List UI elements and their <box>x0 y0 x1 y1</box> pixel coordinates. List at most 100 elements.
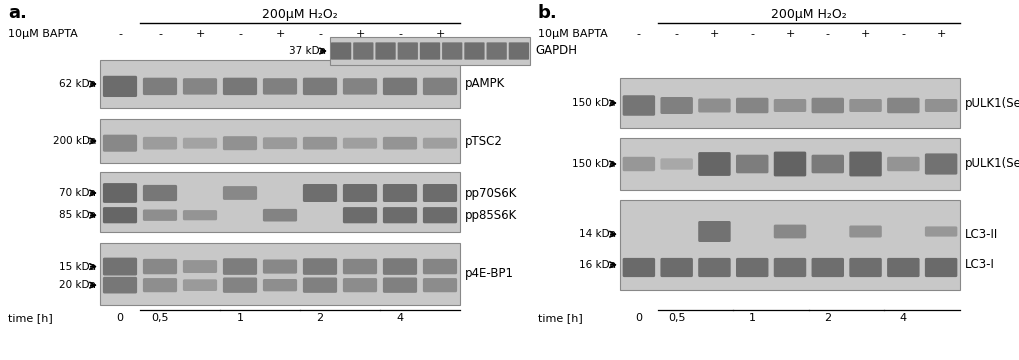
Text: -: - <box>318 29 322 39</box>
Text: 0: 0 <box>635 313 642 323</box>
FancyBboxPatch shape <box>423 184 457 202</box>
FancyBboxPatch shape <box>342 259 377 274</box>
Text: 0,5: 0,5 <box>151 313 168 323</box>
FancyBboxPatch shape <box>303 78 336 95</box>
FancyBboxPatch shape <box>263 137 297 149</box>
Bar <box>330 37 530 65</box>
FancyBboxPatch shape <box>622 95 654 116</box>
Text: 2: 2 <box>316 313 323 323</box>
FancyBboxPatch shape <box>698 258 730 277</box>
FancyBboxPatch shape <box>143 137 177 149</box>
Bar <box>620 138 959 190</box>
FancyBboxPatch shape <box>342 78 377 95</box>
FancyBboxPatch shape <box>103 277 137 293</box>
Text: b.: b. <box>537 4 557 22</box>
Text: +: + <box>355 29 365 39</box>
Text: GAPDH: GAPDH <box>535 45 577 58</box>
FancyBboxPatch shape <box>464 42 484 60</box>
Text: 200μM H₂O₂: 200μM H₂O₂ <box>262 8 337 21</box>
Text: a.: a. <box>8 4 26 22</box>
Text: -: - <box>636 29 640 39</box>
Text: 200μM H₂O₂: 200μM H₂O₂ <box>770 8 846 21</box>
Text: 85 kDa: 85 kDa <box>59 210 96 220</box>
Text: 4: 4 <box>396 313 404 323</box>
FancyBboxPatch shape <box>423 207 457 223</box>
FancyBboxPatch shape <box>622 157 654 171</box>
Text: time [h]: time [h] <box>537 313 582 323</box>
FancyBboxPatch shape <box>423 278 457 292</box>
Text: +: + <box>195 29 205 39</box>
Bar <box>100 172 460 232</box>
FancyBboxPatch shape <box>223 258 257 275</box>
FancyBboxPatch shape <box>353 42 373 60</box>
FancyBboxPatch shape <box>698 221 730 242</box>
Text: +: + <box>275 29 284 39</box>
FancyBboxPatch shape <box>924 99 957 112</box>
FancyBboxPatch shape <box>223 186 257 200</box>
FancyBboxPatch shape <box>103 207 137 223</box>
FancyBboxPatch shape <box>223 136 257 150</box>
Text: 0: 0 <box>116 313 123 323</box>
Text: 15 kDa: 15 kDa <box>59 262 96 271</box>
Text: p4E-BP1: p4E-BP1 <box>465 267 514 280</box>
FancyBboxPatch shape <box>342 138 377 149</box>
FancyBboxPatch shape <box>182 210 217 220</box>
FancyBboxPatch shape <box>263 78 297 95</box>
FancyBboxPatch shape <box>622 258 654 277</box>
FancyBboxPatch shape <box>508 42 529 60</box>
FancyBboxPatch shape <box>659 258 692 277</box>
FancyBboxPatch shape <box>924 226 957 237</box>
Text: pTSC2: pTSC2 <box>465 135 502 148</box>
FancyBboxPatch shape <box>382 78 417 95</box>
FancyBboxPatch shape <box>849 99 880 112</box>
FancyBboxPatch shape <box>103 135 137 152</box>
Text: -: - <box>397 29 401 39</box>
FancyBboxPatch shape <box>103 76 137 97</box>
FancyBboxPatch shape <box>303 184 336 202</box>
FancyBboxPatch shape <box>659 158 692 170</box>
Text: pp70S6K: pp70S6K <box>465 186 517 199</box>
Text: 0,5: 0,5 <box>667 313 685 323</box>
Text: 16 kDa: 16 kDa <box>579 260 615 270</box>
Text: 1: 1 <box>748 313 755 323</box>
FancyBboxPatch shape <box>342 278 377 292</box>
FancyBboxPatch shape <box>382 184 417 202</box>
Text: -: - <box>158 29 162 39</box>
Text: pp85S6K: pp85S6K <box>465 209 517 222</box>
FancyBboxPatch shape <box>736 98 767 113</box>
FancyBboxPatch shape <box>397 42 418 60</box>
Text: +: + <box>709 29 718 39</box>
Bar <box>620 78 959 128</box>
Text: 10μM BAPTA: 10μM BAPTA <box>537 29 607 39</box>
FancyBboxPatch shape <box>698 99 730 112</box>
Bar <box>100 243 460 305</box>
FancyBboxPatch shape <box>924 258 957 277</box>
FancyBboxPatch shape <box>849 258 880 277</box>
FancyBboxPatch shape <box>382 137 417 149</box>
FancyBboxPatch shape <box>182 78 217 95</box>
FancyBboxPatch shape <box>773 152 805 176</box>
FancyBboxPatch shape <box>773 99 805 112</box>
FancyBboxPatch shape <box>143 185 177 201</box>
FancyBboxPatch shape <box>849 225 880 238</box>
FancyBboxPatch shape <box>182 260 217 273</box>
Text: -: - <box>825 29 829 39</box>
FancyBboxPatch shape <box>382 278 417 293</box>
FancyBboxPatch shape <box>811 98 843 113</box>
Text: pULK1(Ser555): pULK1(Ser555) <box>964 158 1019 171</box>
Text: -: - <box>237 29 242 39</box>
FancyBboxPatch shape <box>303 137 336 149</box>
FancyBboxPatch shape <box>698 152 730 176</box>
Text: -: - <box>674 29 678 39</box>
Bar <box>100 119 460 163</box>
FancyBboxPatch shape <box>223 78 257 95</box>
FancyBboxPatch shape <box>924 153 957 175</box>
Text: 37 kDa: 37 kDa <box>288 46 326 56</box>
FancyBboxPatch shape <box>263 209 297 221</box>
FancyBboxPatch shape <box>486 42 506 60</box>
Text: 200 kDa: 200 kDa <box>53 136 96 146</box>
FancyBboxPatch shape <box>423 259 457 274</box>
Text: 2: 2 <box>823 313 830 323</box>
Text: 20 kDa: 20 kDa <box>59 280 96 290</box>
Text: +: + <box>935 29 945 39</box>
